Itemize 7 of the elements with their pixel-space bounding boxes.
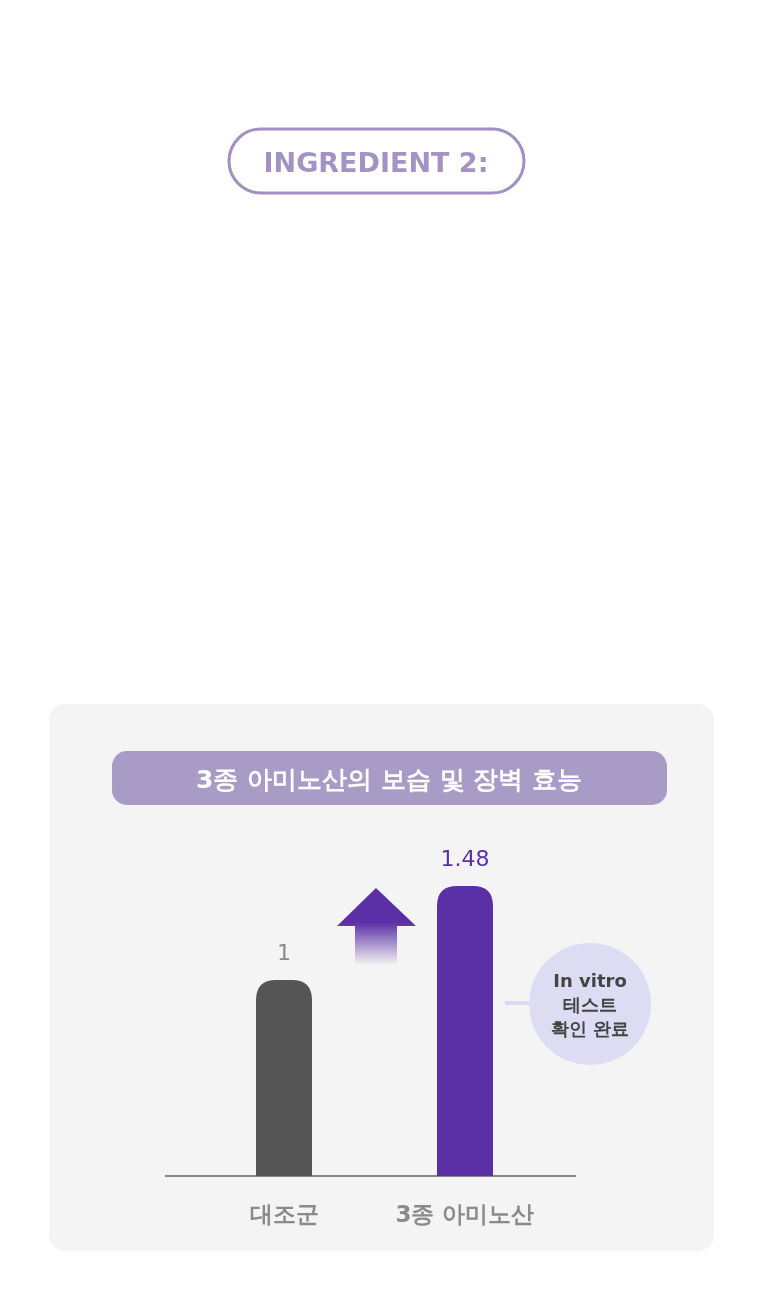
data-label: 1 <box>277 940 291 966</box>
x-tick-label: 3종 아미노산 <box>395 1201 535 1227</box>
annotation: In vitro 테스트 확인 완료 <box>550 970 630 1039</box>
chart-title: 3종 아미노산의 보습 및 장벽 효능 <box>196 765 582 794</box>
x-tick-label: 대조군 <box>249 1201 319 1227</box>
data-label: 1.48 <box>440 846 490 871</box>
text: INGREDIENT 2: <box>263 147 489 178</box>
